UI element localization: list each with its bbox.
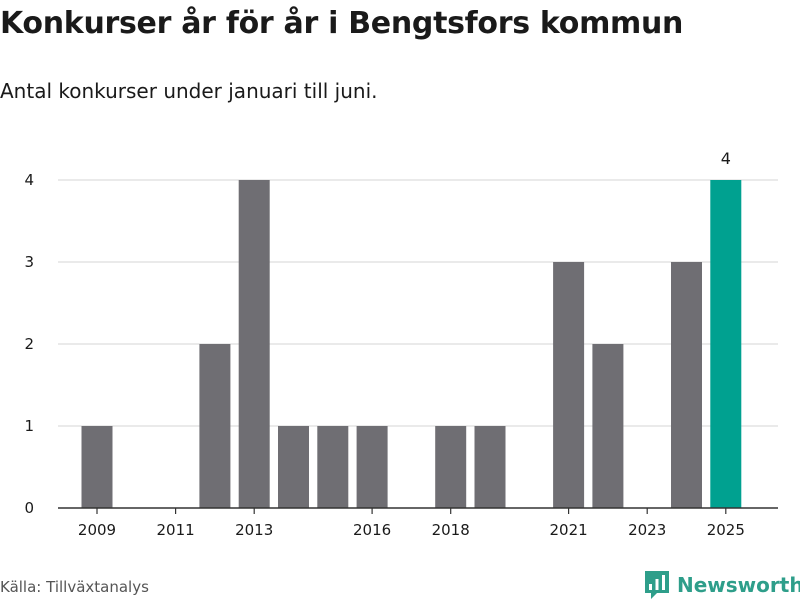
bar-2016: [356, 426, 388, 508]
x-tick-label: 2025: [707, 521, 745, 539]
x-axis-ticks: 2009 2011 2013 2016 2018 2021 2023 2025: [78, 508, 745, 539]
data-label: 4: [721, 149, 731, 168]
x-tick-label: 2018: [432, 521, 470, 539]
brand-name: Newsworthy: [677, 573, 800, 597]
bar-2018: [435, 426, 467, 508]
y-tick-label: 1: [24, 417, 34, 435]
bar-2021: [553, 262, 585, 508]
brand-logo[interactable]: Newsworthy: [645, 569, 800, 600]
bar-2009: [81, 426, 113, 508]
y-tick-label: 4: [24, 171, 34, 189]
x-tick-label: 2009: [78, 521, 116, 539]
y-tick-label: 2: [24, 335, 34, 353]
data-labels: 4: [721, 149, 731, 168]
bar-2014: [278, 426, 309, 508]
newsworthy-logo-icon: [645, 571, 669, 599]
grid-lines: [58, 179, 778, 427]
x-tick-label: 2016: [353, 521, 391, 539]
chart-title: Konkurser år för år i Bengtsfors kommun: [0, 6, 684, 41]
bar-2025: [710, 180, 742, 508]
y-tick-label: 3: [24, 253, 34, 271]
bar-2019: [474, 426, 506, 508]
bar-chart: 0 1 2 3 4 2009 2011 2013 2016 2018 2021 2023 2025 4: [24, 149, 778, 539]
x-tick-label: 2013: [235, 521, 273, 539]
x-tick-label: 2023: [628, 521, 666, 539]
bar-2013: [238, 180, 270, 508]
y-tick-label: 0: [24, 499, 34, 517]
chart-subtitle: Antal konkurser under januari till juni.: [0, 79, 378, 103]
bar-2012: [199, 344, 231, 508]
bar-2015: [317, 426, 349, 508]
y-axis-ticks: 0 1 2 3 4: [24, 171, 34, 517]
source-note: Källa: Tillväxtanalys: [0, 578, 149, 596]
bars: [58, 180, 778, 509]
x-tick-label: 2011: [157, 521, 195, 539]
bar-2024: [671, 262, 702, 508]
x-tick-label: 2021: [550, 521, 588, 539]
bar-2022: [592, 344, 624, 508]
